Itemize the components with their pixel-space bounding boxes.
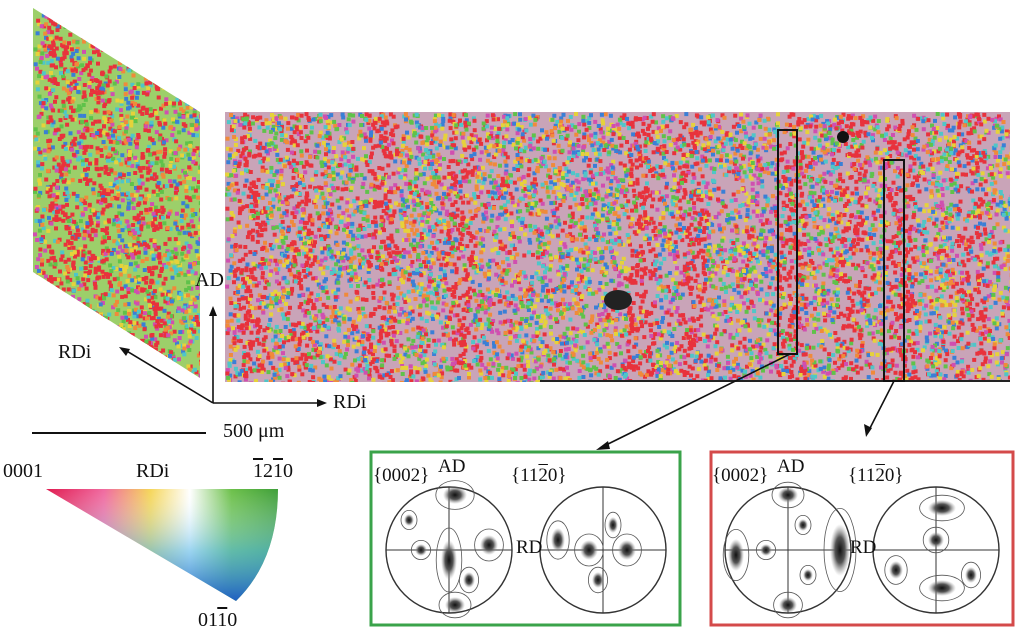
pole-figure-panel-1 xyxy=(369,450,682,627)
key-label-01-10: 0110 xyxy=(198,609,238,631)
pf1-prism-label: {1120} xyxy=(511,465,567,486)
main-orientation-map xyxy=(225,112,1010,382)
dark-defect-dot xyxy=(837,131,849,143)
pf2-basal-label: {0002} xyxy=(712,465,769,486)
side-orientation-map xyxy=(33,8,200,378)
key-label-rdi: RDi xyxy=(136,460,170,482)
pf1-basal-label: {0002} xyxy=(373,465,430,486)
pf1-ad-label: AD xyxy=(438,456,466,477)
dark-defect-spot xyxy=(604,290,632,310)
pf2-prism-label: {1120} xyxy=(848,465,904,486)
pointer-arrow-1 xyxy=(596,353,791,450)
rdi-bottom-axis-label: RDi xyxy=(333,391,367,413)
pf2-rd-label: RD xyxy=(850,537,877,558)
pf1-rd-label: RD xyxy=(516,537,543,558)
ad-axis-label: AD xyxy=(195,269,224,291)
pf2-ad-label: AD xyxy=(777,456,805,477)
pole-figure-panel-2 xyxy=(709,450,1015,627)
rdi-left-axis-label: RDi xyxy=(58,341,92,363)
key-label-0001: 0001 xyxy=(3,460,43,482)
axis-arrows xyxy=(119,306,327,407)
scale-bar-label: 500 μm xyxy=(223,420,285,442)
selection-box-1 xyxy=(777,129,798,355)
pointer-arrow-2 xyxy=(864,380,895,437)
key-label-12-10: 1210 xyxy=(253,460,293,482)
ipf-color-key xyxy=(46,489,278,601)
